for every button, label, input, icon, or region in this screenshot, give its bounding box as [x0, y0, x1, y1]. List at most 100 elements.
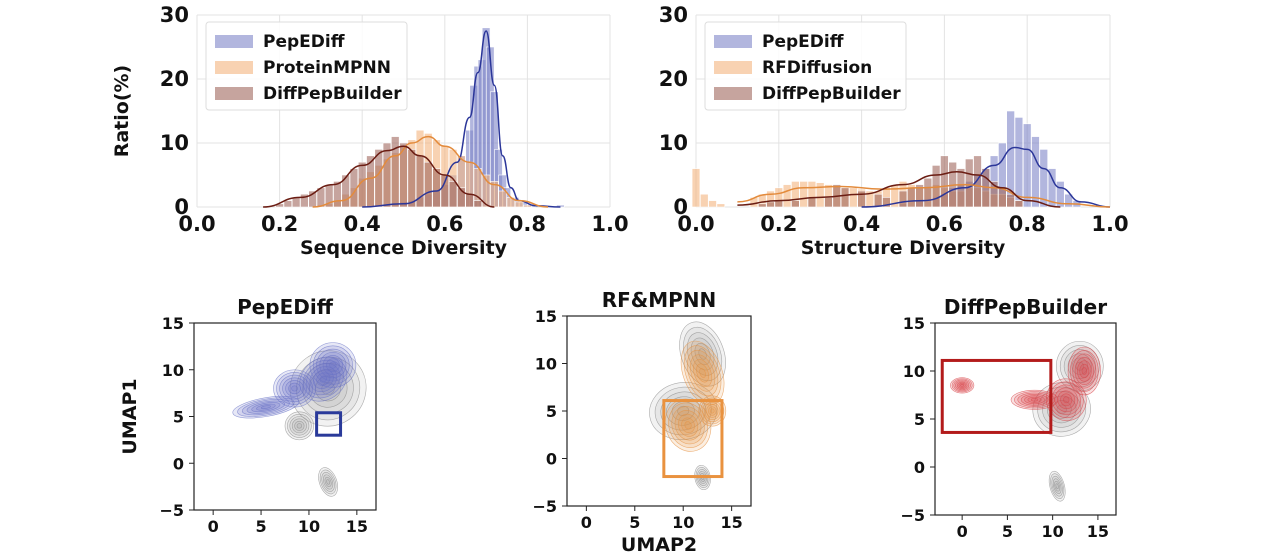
- x-tick-label: 0.0: [178, 212, 215, 236]
- y-tick-label: 0: [173, 454, 184, 473]
- density-contour: [326, 358, 340, 372]
- y-tick-label: 0: [673, 195, 688, 219]
- x-axis-label: Sequence Diversity: [300, 237, 508, 259]
- kde-curve-RFDiffusion: [737, 183, 1111, 208]
- histogram-bar: [766, 201, 775, 208]
- legend-swatch: [714, 87, 752, 100]
- y-tick-label: 5: [914, 410, 925, 429]
- y-tick-label: −5: [159, 501, 184, 520]
- histogram-bar: [523, 204, 532, 208]
- histogram-bar: [815, 182, 825, 208]
- histogram-bar: [1031, 136, 1040, 208]
- legend-label: ProteinMPNN: [263, 58, 391, 78]
- histogram-bar: [691, 168, 701, 208]
- density-contour: [1054, 480, 1061, 492]
- density-contour: [237, 397, 295, 417]
- density-contour: [1072, 353, 1097, 389]
- histogram-bar: [774, 200, 784, 208]
- density-contour: [1051, 475, 1063, 497]
- density-contour: [693, 359, 713, 387]
- histogram-bar: [1014, 117, 1024, 208]
- legend-label: PepEDiff: [762, 32, 844, 52]
- histogram-bar: [973, 155, 982, 208]
- highlight-box: [940, 358, 1053, 434]
- density-contour: [1048, 470, 1066, 502]
- histogram-bar: [481, 174, 491, 208]
- density-contour: [958, 382, 966, 388]
- density-contour: [289, 416, 310, 436]
- x-axis-label: Structure Diversity: [801, 237, 1006, 259]
- structure-diversity-chart: 0.0 0.2 0.4 0.6 0.8 1.0 0 10 20 30 Structure Diver…: [659, 3, 1129, 259]
- density-contour: [284, 411, 315, 441]
- x-tick-label: 10: [298, 517, 320, 536]
- legend-label: DiffPepBuilder: [762, 84, 901, 104]
- histogram-bar: [1039, 149, 1048, 208]
- density-contour: [318, 467, 338, 497]
- histogram-bar: [989, 181, 999, 208]
- density-contour: [312, 345, 353, 385]
- x-tick-label: 0.4: [344, 212, 381, 236]
- histogram-bar: [448, 181, 458, 208]
- histogram-bar: [1047, 168, 1057, 208]
- histogram-bar: [291, 197, 301, 208]
- y-tick-label: 5: [173, 408, 184, 427]
- x-tick-label: 0.4: [843, 212, 880, 236]
- x-tick-label: 10: [672, 513, 694, 532]
- histogram-bar: [283, 200, 293, 208]
- density-contour: [960, 384, 965, 387]
- histogram-bar: [708, 200, 717, 208]
- histogram-bar: [1006, 193, 1015, 208]
- y-tick-label: 10: [903, 362, 925, 381]
- x-tick-label: 0.2: [261, 212, 298, 236]
- density-contour: [1077, 360, 1092, 382]
- legend-swatch: [215, 35, 253, 48]
- histogram-bar: [898, 190, 908, 208]
- density-contour: [708, 406, 717, 416]
- histogram-bar: [799, 181, 808, 208]
- panel-title: RF&MPNN: [602, 288, 717, 312]
- density-contour: [1030, 398, 1039, 402]
- histogram-bar: [300, 193, 309, 208]
- x-tick-label: 0.2: [760, 212, 797, 236]
- histogram-bar: [440, 174, 450, 208]
- x-tick-label: 0: [581, 513, 592, 532]
- density-contour: [246, 400, 286, 414]
- density-contour: [704, 402, 721, 420]
- density-contour: [289, 350, 367, 427]
- density-layer: [950, 340, 1104, 502]
- histogram-bar: [374, 149, 383, 208]
- histogram-bar: [432, 168, 441, 208]
- density-contour: [696, 363, 710, 383]
- density-contour: [1055, 483, 1059, 489]
- density-contour: [321, 472, 335, 492]
- y-tick-label: −5: [900, 506, 925, 525]
- histogram-bar: [341, 174, 350, 208]
- histogram-bar: [782, 184, 792, 208]
- density-layer: [232, 342, 367, 497]
- series-DiffPepBuilder: [275, 136, 483, 208]
- histogram-bar: [1064, 193, 1073, 208]
- y-tick-label: −5: [532, 497, 557, 516]
- density-contour: [681, 417, 695, 434]
- x-tick-label: 5: [629, 513, 640, 532]
- density-contour: [256, 403, 276, 411]
- y-tick-label: 0: [174, 195, 189, 219]
- legend-box: [205, 21, 408, 111]
- x-tick-label: 15: [1087, 522, 1109, 541]
- density-contour: [294, 420, 305, 431]
- histogram-bar: [514, 201, 524, 208]
- density-contour: [323, 474, 334, 490]
- y-tick-label: 10: [160, 131, 189, 155]
- histogram-bar: [807, 197, 817, 208]
- density-contour: [324, 476, 332, 488]
- y-axis-label: UMAP1: [119, 378, 141, 454]
- histogram-bar: [399, 142, 408, 208]
- legend-swatch: [714, 61, 752, 74]
- x-tick-label: 0.0: [677, 212, 714, 236]
- x-tick-label: 0.8: [509, 212, 546, 236]
- x-tick-label: 0: [957, 522, 968, 541]
- x-tick-label: 1.0: [591, 212, 628, 236]
- x-tick-label: 15: [346, 517, 368, 536]
- histogram-bar: [1014, 200, 1024, 208]
